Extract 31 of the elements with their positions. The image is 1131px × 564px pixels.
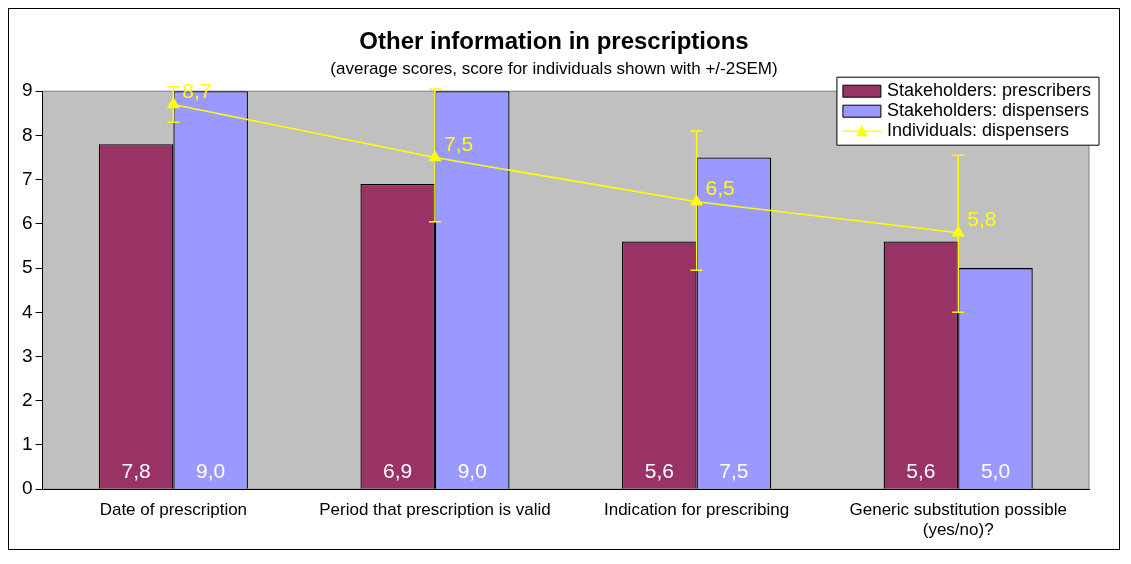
data-label: 7,5 <box>443 131 474 155</box>
y-tick-label: 8 <box>21 123 33 145</box>
data-label: 6,9 <box>383 459 413 483</box>
x-tick-label: Generic substitution possible (yes/no)? <box>849 500 1067 540</box>
chart-subtitle: (average scores, score for individuals shown with +/-2SEM) <box>330 58 778 78</box>
data-label: 5,8 <box>967 207 997 231</box>
data-label: 7,5 <box>719 459 749 483</box>
data-label: 6,5 <box>705 176 735 200</box>
point <box>690 195 703 206</box>
y-tick-label: 2 <box>21 388 33 410</box>
legend-label: Stakeholders: dispensers <box>886 100 1090 121</box>
data-label: 5,6 <box>644 459 674 483</box>
x-tick-label: Date of prescription <box>99 500 248 520</box>
data-label: 5,6 <box>906 459 936 483</box>
legend-label: Stakeholders: prescribers <box>886 80 1091 101</box>
y-tick-label: 3 <box>21 344 33 366</box>
y-tick-label: 6 <box>21 212 33 234</box>
y-tick-label: 0 <box>21 477 33 499</box>
x-tick-label: Period that prescription is valid <box>319 500 551 520</box>
data-label: 9,0 <box>457 459 487 483</box>
y-tick-label: 4 <box>21 300 33 322</box>
y-tick-label: 1 <box>21 433 33 455</box>
data-label: 9,0 <box>196 459 226 483</box>
x-tick-label: Indication for prescribing <box>603 500 790 520</box>
data-label: 5,0 <box>980 459 1011 483</box>
legend-label: Individuals: dispensers <box>886 120 1070 141</box>
y-tick-label: 9 <box>21 79 33 101</box>
chart-title: Other information in prescriptions <box>359 27 749 55</box>
data-label: 7,8 <box>121 459 151 483</box>
y-tick-label: 5 <box>21 256 33 278</box>
y-tick-label: 7 <box>21 167 33 189</box>
